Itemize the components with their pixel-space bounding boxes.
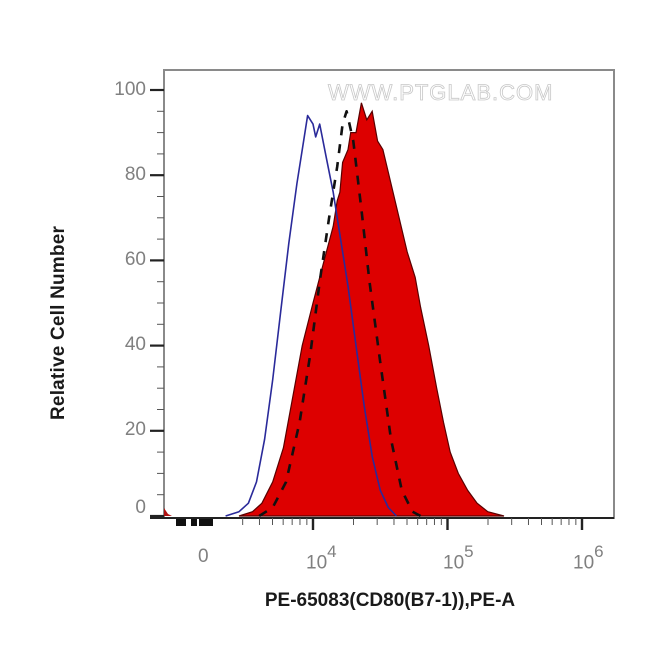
y-tick-60: 60 (124, 249, 146, 270)
x-axis-label: PE-65083(CD80(B7-1)),PE-A (264, 590, 516, 611)
y-axis-label: Relative Cell Number (48, 225, 69, 420)
x-tick-0-label: 0 (198, 546, 209, 567)
y-tick-0: 0 (135, 497, 146, 518)
x-tick-1e4-base: 10 (306, 552, 328, 574)
origin-artifact (164, 508, 172, 516)
y-tick-40: 40 (124, 334, 146, 355)
x-tick-1e6: 106 (573, 542, 604, 574)
y-tick-20: 20 (124, 419, 146, 440)
x-tick-1e5-exp: 5 (464, 542, 474, 561)
filled-histogram-cd80 (238, 102, 505, 517)
y-tick-80: 80 (124, 164, 146, 185)
watermark: WWW.PTGLAB.COM (328, 80, 554, 106)
x-linear-region-ticks (199, 519, 213, 526)
x-tick-0: 0 (198, 546, 209, 568)
y-tick-100: 100 (114, 79, 146, 100)
series-layer (164, 102, 505, 518)
x-tick-1e5-base: 10 (443, 552, 465, 574)
x-tick-1e4: 104 (306, 542, 337, 574)
x-tick-1e5: 105 (443, 542, 474, 574)
x-tick-1e6-base: 10 (573, 552, 595, 574)
x-linear-region-ticks (176, 519, 186, 526)
line-histogram-isotype (225, 114, 397, 517)
x-linear-region-ticks (191, 519, 197, 526)
axis-layer (150, 88, 614, 530)
x-tick-1e6-exp: 6 (594, 542, 604, 561)
x-tick-1e4-exp: 4 (327, 542, 337, 561)
dashed-histogram-blank (258, 110, 422, 518)
